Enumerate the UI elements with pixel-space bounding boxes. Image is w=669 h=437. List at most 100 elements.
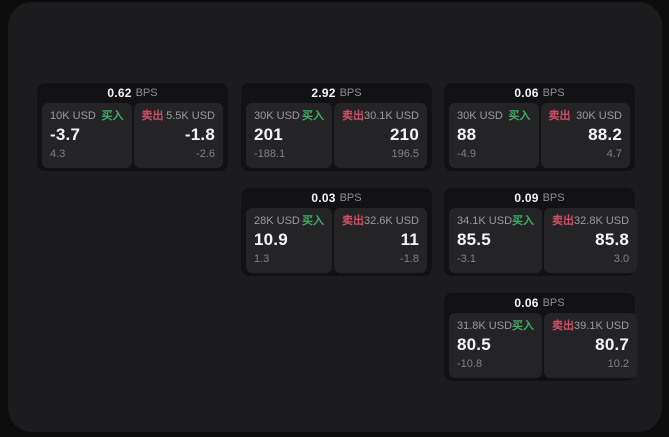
- sell-quote-tile[interactable]: 卖出 32.8K USD 85.8 3.0: [544, 208, 638, 273]
- card-body: 30K USD 买入 201 -188.1 卖出 30.1K USD 210 1…: [246, 103, 427, 168]
- buy-top-row: 31.8K USD 买入: [457, 320, 534, 333]
- buy-size: 34.1K USD: [457, 215, 513, 227]
- buy-size: 10K USD: [50, 110, 96, 122]
- card-header: 0.06 BPS: [449, 293, 630, 313]
- sell-quote-tile[interactable]: 卖出 5.5K USD -1.8 -2.6: [133, 103, 223, 168]
- sell-delta: 10.2: [607, 358, 630, 370]
- buy-quote-tile[interactable]: 34.1K USD 买入 85.5 -3.1: [449, 208, 543, 273]
- card-header: 0.09 BPS: [449, 188, 630, 208]
- card-header: 0.62 BPS: [42, 83, 223, 103]
- sell-quote-tile[interactable]: 卖出 39.1K USD 80.7 10.2: [544, 313, 638, 378]
- buy-top-row: 28K USD 买入: [254, 215, 324, 228]
- card-header: 0.03 BPS: [246, 188, 427, 208]
- bps-value: 0.09: [514, 191, 539, 205]
- sell-top-row: 卖出 32.6K USD: [342, 215, 419, 228]
- buy-top-row: 30K USD 买入: [254, 110, 324, 123]
- buy-delta: -10.8: [457, 358, 483, 370]
- sell-delta: -2.6: [196, 148, 215, 160]
- bps-unit-label: BPS: [542, 297, 565, 309]
- bps-unit-label: BPS: [339, 192, 362, 204]
- buy-top-row: 30K USD 买入: [457, 110, 531, 123]
- sell-price: 85.8: [595, 230, 630, 249]
- buy-tag: 买入: [301, 215, 324, 227]
- buy-price: 201: [254, 125, 283, 144]
- buy-quote-tile[interactable]: 28K USD 买入 10.9 1.3: [246, 208, 332, 273]
- sell-size: 32.8K USD: [574, 215, 630, 227]
- buy-delta: 4.3: [50, 148, 66, 160]
- sell-price: 210: [390, 125, 419, 144]
- sell-quote-tile[interactable]: 卖出 32.6K USD 11 -1.8: [333, 208, 427, 273]
- sell-quote-tile[interactable]: 卖出 30.1K USD 210 196.5: [333, 103, 427, 168]
- quote-card: 0.06 BPS 30K USD 买入 88 -4.9 卖出 30K USD 8…: [444, 83, 635, 171]
- bps-value: 0.62: [107, 86, 132, 100]
- card-body: 10K USD 买入 -3.7 4.3 卖出 5.5K USD -1.8 -2.…: [42, 103, 223, 168]
- sell-top-row: 卖出 30.1K USD: [342, 110, 419, 123]
- buy-delta: -4.9: [457, 148, 476, 160]
- sell-top-row: 卖出 32.8K USD: [552, 215, 629, 228]
- buy-quote-tile[interactable]: 31.8K USD 买入 80.5 -10.8: [449, 313, 543, 378]
- buy-delta: -3.1: [457, 253, 476, 265]
- buy-tag: 买入: [512, 320, 535, 332]
- buy-price: 85.5: [457, 230, 491, 249]
- buy-top-row: 10K USD 买入: [50, 110, 124, 123]
- sell-price: 11: [400, 230, 419, 249]
- quote-card: 2.92 BPS 30K USD 买入 201 -188.1 卖出 30.1K …: [241, 83, 432, 171]
- sell-delta: 196.5: [391, 148, 419, 160]
- card-header: 0.06 BPS: [449, 83, 630, 103]
- sell-size: 30K USD: [576, 110, 622, 122]
- card-header: 2.92 BPS: [246, 83, 427, 103]
- buy-tag: 买入: [301, 110, 324, 122]
- bps-value: 0.03: [311, 191, 336, 205]
- sell-quote-tile[interactable]: 卖出 30K USD 88.2 4.7: [540, 103, 630, 168]
- sell-delta: 3.0: [613, 253, 630, 265]
- buy-quote-tile[interactable]: 30K USD 买入 88 -4.9: [449, 103, 539, 168]
- bps-value: 0.06: [514, 296, 539, 310]
- sell-price: 88.2: [588, 125, 622, 144]
- sell-price: -1.8: [184, 125, 215, 144]
- buy-size: 31.8K USD: [457, 320, 513, 332]
- buy-price: 80.5: [457, 335, 491, 354]
- sell-tag: 卖出: [548, 110, 571, 122]
- sell-top-row: 卖出 30K USD: [549, 110, 623, 123]
- bps-unit-label: BPS: [339, 87, 362, 99]
- sell-top-row: 卖出 39.1K USD: [552, 320, 629, 333]
- quote-card: 0.06 BPS 31.8K USD 买入 80.5 -10.8 卖出 39.1…: [444, 293, 638, 381]
- bps-unit-label: BPS: [135, 87, 158, 99]
- sell-delta: -1.8: [400, 253, 419, 265]
- buy-size: 30K USD: [254, 110, 300, 122]
- card-body: 34.1K USD 买入 85.5 -3.1 卖出 32.8K USD 85.8…: [449, 208, 638, 273]
- sell-tag: 卖出: [552, 215, 575, 227]
- sell-size: 39.1K USD: [574, 320, 630, 332]
- buy-top-row: 34.1K USD 买入: [457, 215, 534, 228]
- sell-tag: 卖出: [552, 320, 575, 332]
- buy-tag: 买入: [508, 110, 531, 122]
- buy-tag: 买入: [512, 215, 535, 227]
- sell-tag: 卖出: [341, 215, 364, 227]
- sell-top-row: 卖出 5.5K USD: [142, 110, 216, 123]
- sell-size: 32.6K USD: [363, 215, 419, 227]
- buy-price: 10.9: [254, 230, 288, 249]
- buy-size: 30K USD: [457, 110, 503, 122]
- sell-size: 30.1K USD: [363, 110, 419, 122]
- quote-card: 0.62 BPS 10K USD 买入 -3.7 4.3 卖出 5.5K USD…: [37, 83, 228, 171]
- card-body: 31.8K USD 买入 80.5 -10.8 卖出 39.1K USD 80.…: [449, 313, 638, 378]
- sell-price: 80.7: [595, 335, 630, 354]
- buy-size: 28K USD: [254, 215, 300, 227]
- buy-price: -3.7: [50, 125, 81, 144]
- buy-price: 88: [457, 125, 477, 144]
- bps-unit-label: BPS: [542, 87, 565, 99]
- sell-tag: 卖出: [141, 110, 164, 122]
- quote-card: 0.03 BPS 28K USD 买入 10.9 1.3 卖出 32.6K US…: [241, 188, 432, 276]
- sell-tag: 卖出: [341, 110, 364, 122]
- buy-delta: 1.3: [254, 253, 270, 265]
- sell-size: 5.5K USD: [166, 110, 215, 122]
- card-body: 28K USD 买入 10.9 1.3 卖出 32.6K USD 11 -1.8: [246, 208, 427, 273]
- bps-unit-label: BPS: [542, 192, 565, 204]
- quote-card: 0.09 BPS 34.1K USD 买入 85.5 -3.1 卖出 32.8K…: [444, 188, 638, 276]
- card-body: 30K USD 买入 88 -4.9 卖出 30K USD 88.2 4.7: [449, 103, 630, 168]
- buy-tag: 买入: [101, 110, 124, 122]
- buy-quote-tile[interactable]: 10K USD 买入 -3.7 4.3: [42, 103, 132, 168]
- buy-quote-tile[interactable]: 30K USD 买入 201 -188.1: [246, 103, 332, 168]
- bps-value: 0.06: [514, 86, 539, 100]
